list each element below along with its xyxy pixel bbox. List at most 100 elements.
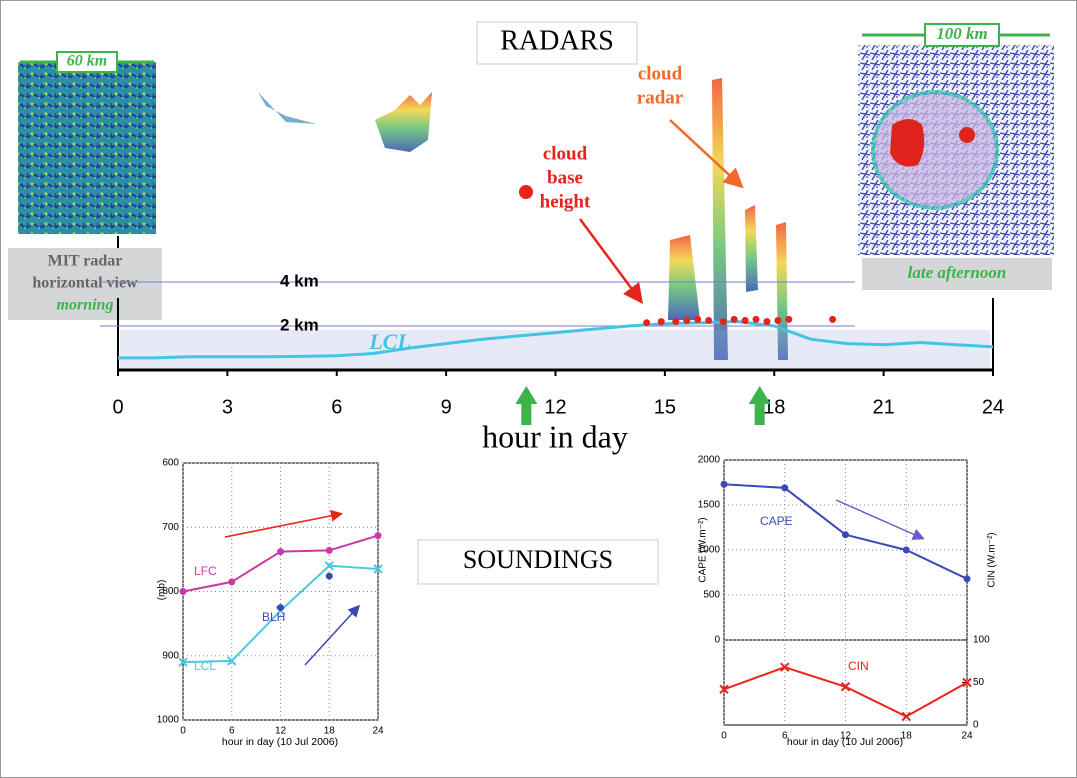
point: [228, 578, 236, 586]
x-tick-label: 24: [961, 731, 973, 742]
caption: morning: [57, 297, 114, 314]
point: [277, 548, 284, 556]
point: [962, 677, 972, 688]
radar-echoes: [120, 78, 990, 370]
x-tick-label: 0: [721, 731, 727, 742]
x-tick-label: 12: [544, 396, 566, 418]
y-tick-label: 1000: [698, 545, 721, 556]
y-tick-label: 2000: [698, 455, 721, 466]
y2-tick-label: 0: [973, 720, 979, 731]
charts: 0 3 6 9 12 15 18 21 24 2 km 4 km hour in day LCL clou…: [100, 63, 1004, 748]
x-axis-label: hour in day (10 Jul 2006): [787, 736, 903, 748]
y-axis-label: (mb): [157, 580, 168, 601]
annotation: cloud: [638, 63, 683, 84]
caption-box: [862, 258, 1052, 290]
x-tick-label: 12: [840, 731, 852, 742]
radar-image: [18, 62, 156, 234]
point: [902, 546, 910, 554]
point: [719, 684, 729, 695]
scale-box: [56, 51, 118, 73]
x-tick-label: 21: [873, 396, 895, 418]
x-tick-label: 6: [782, 731, 788, 742]
point: [325, 546, 333, 554]
point: [720, 480, 728, 488]
x-tick-label: 15: [654, 396, 676, 418]
annotation-dot: [519, 185, 533, 199]
height-label: 4 km: [280, 271, 319, 290]
point: [179, 588, 187, 595]
point: [277, 604, 284, 612]
x-tick-label: 0: [180, 726, 186, 737]
y-axis-label: CAPE (W.m⁻²): [698, 517, 709, 582]
title-box: [417, 539, 659, 585]
point: [963, 575, 971, 583]
annotation: radar: [637, 87, 684, 108]
y2-axis-label: CIN (W.m⁻²): [987, 532, 998, 587]
y2-tick-label: 50: [973, 677, 985, 688]
series-label: BLH: [262, 610, 285, 624]
point: [325, 572, 333, 580]
point: [373, 564, 383, 574]
cloud-base-point: [730, 315, 738, 323]
caption: MIT radar: [48, 253, 123, 270]
caption: late afternoon: [908, 263, 1007, 282]
series-label: CAPE: [760, 514, 793, 528]
storm-core: [890, 119, 925, 167]
x-tick-label: 24: [372, 726, 384, 737]
title: RADARS: [500, 25, 614, 56]
sounding-arrow: [748, 386, 771, 425]
y-tick-label: 900: [162, 650, 179, 661]
lcl-line: [118, 320, 994, 360]
point: [840, 682, 851, 692]
sounding-arrow: [515, 386, 538, 425]
x-tick-label: 24: [982, 396, 1004, 418]
scale-label: 100 km: [936, 24, 987, 43]
cloud-base-point: [705, 317, 713, 324]
x-tick-label: 18: [324, 726, 336, 737]
series-label: LFC: [194, 564, 217, 578]
annotation-arrow: [669, 119, 744, 189]
annotation: height: [540, 191, 591, 212]
point: [227, 656, 237, 666]
point: [781, 484, 789, 492]
cloud-base-point: [785, 315, 793, 323]
y-tick-label: 1500: [698, 500, 721, 511]
x-tick-label: 6: [331, 396, 342, 418]
x-tick-label: 6: [229, 726, 235, 737]
y-tick-label: 600: [162, 458, 179, 469]
x-tick-label: 0: [112, 396, 123, 418]
title: SOUNDINGS: [463, 545, 613, 574]
trend-arrow: [835, 499, 925, 540]
y-tick-label: 700: [162, 522, 179, 533]
y-tick-label: 800: [162, 586, 179, 597]
scale-box: [924, 23, 1000, 47]
point: [780, 662, 790, 672]
cloud-base-point: [694, 315, 702, 323]
trend-arrow: [304, 604, 361, 666]
x-tick-label: 18: [901, 731, 913, 742]
point: [901, 711, 911, 722]
cloud-base-point: [719, 318, 727, 326]
y-tick-label: 500: [703, 590, 720, 601]
annotation-arrow: [578, 218, 643, 305]
height-label: 2 km: [280, 315, 319, 334]
series-line: [723, 666, 968, 718]
annotation: base: [547, 167, 583, 188]
x-tick-label: 3: [222, 396, 233, 418]
caption-box: [8, 248, 162, 320]
y-tick-label: 1000: [157, 715, 180, 726]
y2-tick-label: 100: [973, 635, 990, 646]
cloud-base-point: [741, 317, 749, 324]
scale-label: 60 km: [67, 53, 107, 70]
x-tick-label: 9: [441, 396, 452, 418]
cloud-base-point: [774, 317, 782, 324]
cloud-base-point: [763, 318, 771, 326]
cloud-base-point: [672, 318, 680, 326]
x-axis-label: hour in day: [482, 418, 628, 454]
annotation: cloud: [543, 143, 588, 164]
storm-core: [959, 127, 975, 143]
caption: horizontal view: [32, 275, 138, 292]
point: [842, 531, 849, 539]
y-tick-label: 0: [714, 635, 720, 646]
point: [324, 561, 334, 571]
